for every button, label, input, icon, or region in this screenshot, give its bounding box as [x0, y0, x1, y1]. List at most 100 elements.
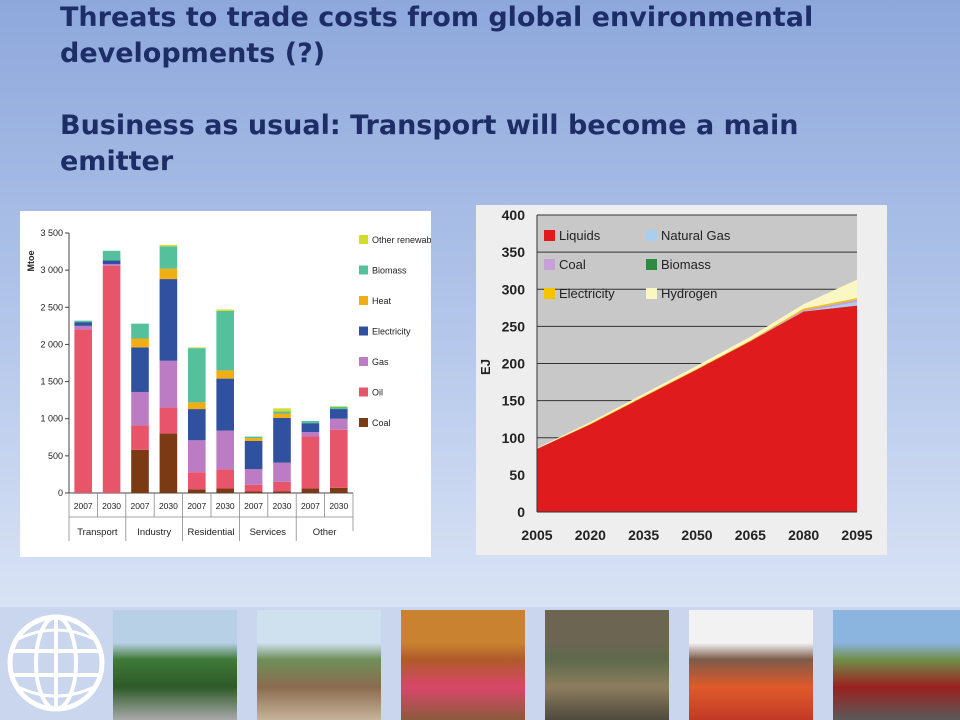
bar-segment	[329, 487, 348, 493]
legend-swatch	[544, 288, 555, 299]
legend-swatch	[359, 326, 368, 336]
photo-man-red-headscarf	[401, 610, 525, 720]
bar-segment	[74, 322, 93, 326]
x-tick-label: 2020	[575, 527, 606, 543]
bar-segment	[74, 329, 93, 493]
bar-segment	[187, 489, 206, 493]
bar-segment	[187, 472, 206, 490]
group-label: Other	[313, 527, 337, 538]
bar-segment	[131, 347, 149, 392]
x-tick-label: 2030	[102, 501, 121, 511]
legend-swatch	[544, 259, 555, 270]
x-tick-label: 2030	[159, 501, 178, 511]
legend-swatch	[646, 288, 657, 299]
y-tick-label: 0	[58, 488, 63, 498]
bar-segment	[159, 246, 178, 269]
x-tick-label: 2030	[329, 501, 348, 511]
x-tick-label: 2030	[216, 501, 235, 511]
title-line-2: Business as usual: Transport will become…	[60, 110, 799, 177]
bar-segment	[102, 250, 121, 261]
y-tick-label: 300	[502, 281, 526, 297]
bar-segment	[131, 449, 149, 493]
bar-segment	[273, 413, 291, 418]
bar-segment	[329, 406, 348, 407]
y-tick-label: 2 000	[40, 339, 63, 349]
y-axis-label: Mtoe	[26, 251, 36, 272]
bar-segment	[244, 441, 263, 470]
bar-segment	[301, 432, 320, 437]
bar-segment	[244, 436, 263, 439]
y-tick-label: 0	[517, 504, 525, 520]
bar-segment	[273, 408, 291, 412]
bar-segment	[244, 469, 263, 485]
bar-segment	[329, 409, 348, 419]
stacked-area-chart-panel: 0 50 100 150 200 250 300 350 400 EJ 2005 2020 2035 20…	[476, 205, 887, 555]
slide-title: Threats to trade costs from global envir…	[60, 0, 920, 180]
bar-segment	[301, 436, 320, 489]
bar-segment	[301, 423, 320, 433]
legend-label: Biomass	[372, 266, 407, 276]
bar-segment	[216, 370, 235, 379]
bar-segment	[187, 348, 206, 403]
bar-segment	[329, 418, 348, 430]
legend-label: Gas	[372, 357, 389, 367]
x-tick-label: 2050	[681, 527, 712, 543]
x-tick-label: 2035	[628, 527, 659, 543]
bar-segment	[244, 484, 263, 492]
bar-segment	[102, 264, 121, 266]
bar-segment	[273, 417, 291, 463]
bar-segment	[159, 407, 178, 434]
y-tick-label: 150	[502, 393, 526, 409]
legend-label: Liquids	[559, 228, 601, 243]
legend-label: Electricity	[559, 286, 615, 301]
y-tick-label: 500	[48, 451, 63, 461]
legend-swatch	[359, 357, 368, 366]
y-tick-label: 50	[509, 467, 525, 483]
area-series	[537, 298, 857, 449]
legend-swatch	[544, 230, 555, 241]
x-tick-label: 2065	[735, 527, 766, 543]
y-tick-label: 400	[502, 207, 526, 223]
x-tick-label: 2007	[301, 501, 320, 511]
bar-segment	[273, 481, 291, 492]
area-series	[537, 305, 857, 512]
x-tick-label: 2030	[273, 501, 292, 511]
legend-swatch	[646, 230, 657, 241]
world-bank-logo	[7, 614, 105, 712]
photo-truck-road	[113, 610, 237, 720]
bar-segment	[216, 378, 235, 431]
legend-label: Heat	[372, 296, 392, 306]
photo-truck-highway	[833, 610, 960, 720]
bar-segment	[159, 244, 178, 247]
x-tick-label: 2007	[244, 501, 263, 511]
group-label: Transport	[77, 527, 118, 538]
bar-segment	[244, 491, 263, 493]
photo-market-stalls	[689, 610, 813, 720]
legend-label: Other renewables	[372, 235, 431, 245]
photo-workers-sacks	[257, 610, 381, 720]
bar-segment	[159, 279, 178, 361]
y-tick-label: 3 000	[40, 265, 63, 275]
bar-segment	[301, 488, 320, 493]
y-tick-label: 350	[502, 244, 526, 260]
bar-segment	[216, 309, 235, 311]
x-tick-label: 2095	[841, 527, 872, 543]
area-series	[537, 279, 857, 449]
bar-segment	[187, 347, 206, 349]
bar-segment	[102, 265, 121, 493]
bar-segment	[131, 391, 149, 426]
legend-label: Hydrogen	[661, 286, 717, 301]
legend-swatch	[359, 235, 368, 244]
bar-segment	[187, 402, 206, 410]
bar-segment	[74, 325, 93, 330]
y-tick-label: 100	[502, 430, 526, 446]
bar-segment	[159, 433, 178, 493]
title-line-1: Threats to trade costs from global envir…	[60, 2, 814, 69]
bar-segment	[74, 320, 93, 323]
bar-segment	[216, 488, 235, 493]
legend-swatch	[359, 265, 368, 275]
legend-swatch	[359, 387, 368, 397]
legend-label: Natural Gas	[661, 228, 731, 243]
legend-label: Coal	[559, 257, 586, 272]
legend-swatch	[359, 296, 368, 305]
